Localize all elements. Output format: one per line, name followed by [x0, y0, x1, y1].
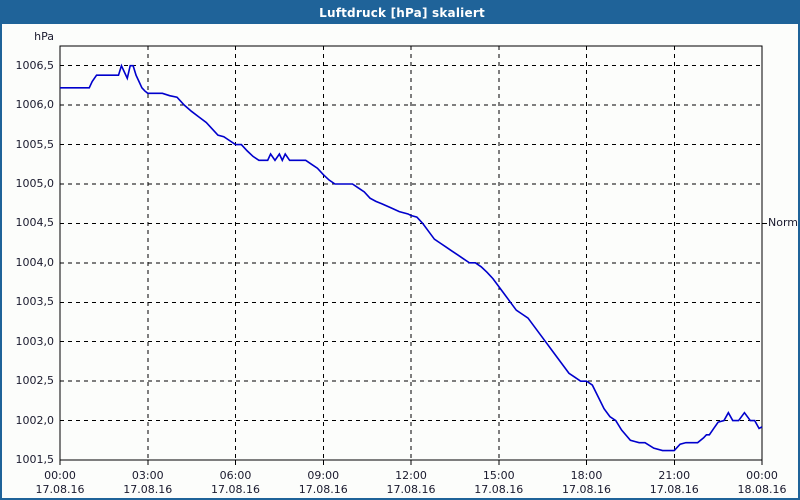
x-axis-tick-time: 21:00	[658, 469, 691, 482]
x-axis-tick-time: 12:00	[395, 469, 427, 482]
pressure-line-chart	[59, 45, 767, 465]
y-axis-tick-label: 1002,0	[15, 413, 55, 427]
y-axis-tick-label: 1006,5	[15, 58, 55, 72]
y-axis-tick-label: 1004,0	[15, 255, 55, 269]
x-axis-tick-time: 18:00	[570, 469, 603, 482]
x-axis-tick-date: 17.08.16	[298, 483, 348, 496]
x-axis-tick-date: 17.08.16	[35, 483, 85, 496]
chart-plot-area: hPa 1006,5 1006,0 1005,5 1005,0 1004,5 1004,0…	[2, 24, 798, 498]
x-axis-tick-label: 21:00 17.08.16	[634, 469, 714, 497]
y-axis-tick-label: 1005,5	[15, 137, 55, 151]
y-axis-tick-label: 1005,0	[15, 177, 55, 190]
x-axis-tick-time: 09:00	[307, 469, 340, 482]
x-axis-tick-time: 00:00	[746, 469, 778, 482]
x-axis-tick-label: 12:00 17.08.16	[371, 469, 451, 497]
x-axis-tick-date: 17.08.16	[386, 483, 436, 496]
x-axis-tick-time: 06:00	[219, 469, 252, 482]
x-axis-tick-date: 17.08.16	[649, 483, 699, 496]
plot-frame	[59, 45, 763, 461]
x-axis-tick-date: 17.08.16	[211, 483, 260, 496]
x-axis-tick-time: 15:00	[482, 469, 515, 482]
x-axis-tick-label: 18:00 17.08.16	[547, 469, 627, 497]
y-axis-tick-label: 1001,5	[15, 453, 55, 466]
axis-ticks	[59, 460, 763, 465]
x-axis-tick-date: 18.08.16	[737, 483, 787, 496]
x-axis-tick-time: 00:00	[44, 469, 76, 482]
y-axis-tick-label: 1002,5	[15, 374, 55, 388]
window-title: Luftdruck [hPa] skaliert	[2, 2, 798, 24]
gridlines	[60, 46, 762, 461]
x-axis-tick-label: 00:00 17.08.16	[20, 469, 100, 497]
y-axis-tick-label: 1003,0	[15, 334, 55, 348]
series-layer	[60, 63, 763, 452]
x-axis-tick-date: 17.08.16	[474, 483, 524, 496]
x-axis-tick-label: 15:00 17.08.16	[459, 469, 539, 497]
x-axis-tick-label: 00:00 18.08.16	[722, 469, 798, 497]
y-axis-tick-label: 1004,5	[15, 216, 55, 230]
y-axis-tick-label: 1006,0	[15, 98, 55, 112]
x-axis-tick-label: 06:00 17.08.16	[196, 469, 276, 497]
x-axis-tick-date: 17.08.16	[123, 483, 173, 496]
x-axis-tick-label: 03:00 17.08.16	[108, 469, 188, 497]
y-axis-unit-label: hPa	[34, 30, 54, 43]
x-axis-tick-label: 09:00 17.08.16	[283, 469, 363, 497]
y-axis-tick-label: 1003,5	[15, 295, 55, 309]
x-axis-tick-date: 17.08.16	[562, 483, 611, 496]
x-axis-tick-time: 03:00	[131, 469, 164, 482]
normal-reference-label: Normal	[768, 216, 799, 230]
